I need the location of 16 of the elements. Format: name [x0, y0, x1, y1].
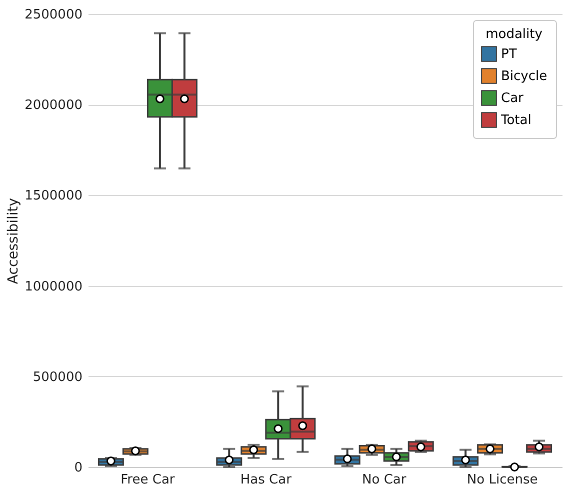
x-tick-label: No Car	[362, 472, 407, 488]
y-tick-label: 500000	[32, 370, 82, 385]
legend-label: Car	[501, 91, 524, 106]
y-tick-label: 1000000	[24, 279, 82, 294]
x-tick-label: No License	[466, 472, 538, 488]
legend-label: PT	[501, 47, 517, 62]
x-tick-label: Has Car	[240, 472, 292, 488]
y-tick-label: 2500000	[24, 8, 82, 22]
y-axis-title: Accessibility	[6, 198, 22, 284]
y-tick-label: 0	[74, 460, 82, 476]
legend-label: Bicycle	[501, 69, 548, 84]
legend-title: modality	[486, 27, 543, 42]
legend-label: Total	[500, 113, 532, 128]
x-tick-label: Free Car	[120, 472, 176, 488]
y-tick-label: 1500000	[24, 188, 82, 204]
y-tick-label: 2000000	[24, 98, 82, 114]
